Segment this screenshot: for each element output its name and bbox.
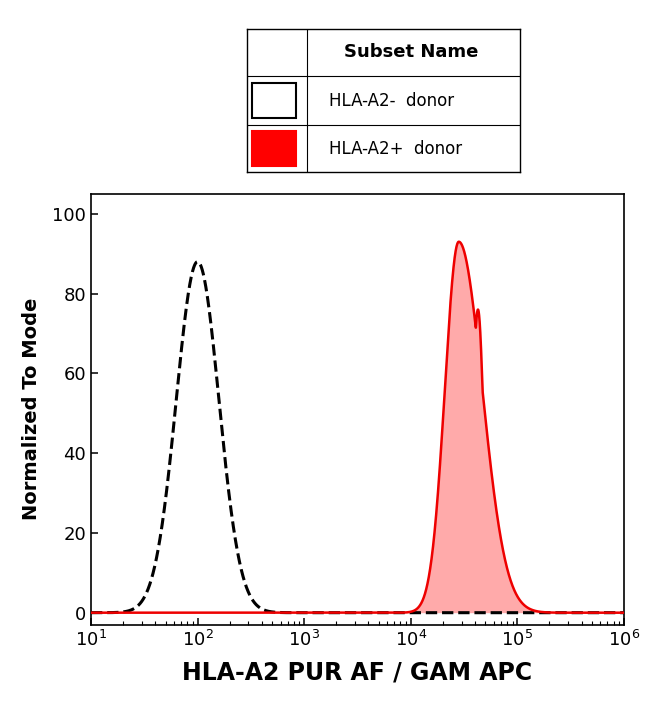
FancyBboxPatch shape xyxy=(252,83,296,118)
FancyBboxPatch shape xyxy=(252,131,296,166)
Text: HLA-A2-  donor: HLA-A2- donor xyxy=(329,91,454,110)
Text: HLA-A2+  donor: HLA-A2+ donor xyxy=(329,139,462,158)
X-axis label: HLA-A2 PUR AF / GAM APC: HLA-A2 PUR AF / GAM APC xyxy=(183,661,532,685)
Text: Subset Name: Subset Name xyxy=(344,43,478,62)
Y-axis label: Normalized To Mode: Normalized To Mode xyxy=(22,298,41,521)
